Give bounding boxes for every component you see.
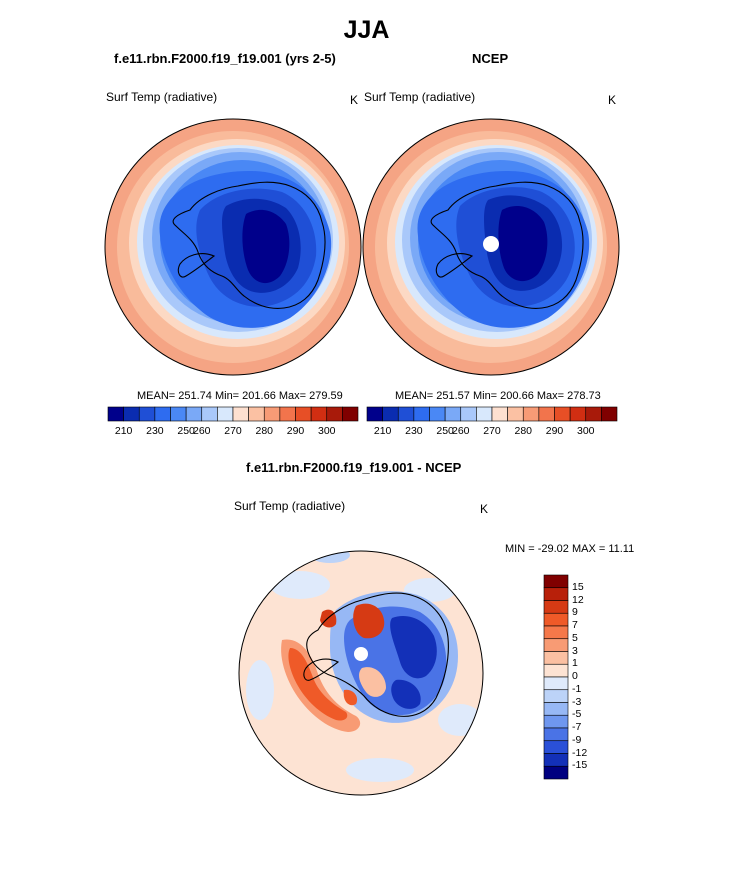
model-colorbar-swatch	[342, 406, 359, 422]
model-variable-label: Surf Temp (radiative)	[106, 90, 218, 104]
obs-colorbar-tick-label: 250	[436, 425, 454, 437]
diff-colorbar-tick-label: -15	[572, 759, 588, 772]
diff-colorbar-tick-label: -3	[572, 695, 582, 708]
diff-colorbar-swatch	[543, 702, 569, 716]
diff-colorbar-swatch	[543, 651, 569, 665]
model-colorbar-tick-label: 280	[255, 425, 274, 437]
diff-colorbar	[543, 574, 569, 780]
obs-colorbar	[366, 406, 618, 422]
diff-colorbar-tick-label: -1	[572, 682, 582, 695]
diff-colorbar-swatch	[543, 574, 569, 589]
obs-colorbar-swatch	[601, 406, 618, 422]
diff-minmax: MIN = -29.02 MAX = 11.11	[505, 543, 635, 555]
model-colorbar	[107, 406, 359, 422]
obs-units-label: K	[608, 93, 617, 107]
model-stats: MEAN= 251.74 Min= 201.66 Max= 279.59	[137, 390, 343, 402]
model-colorbar-tick-label: 250	[177, 425, 195, 437]
obs-colorbar-tick-label: 260	[451, 425, 470, 437]
diff-colorbar-swatch	[543, 612, 569, 627]
diff-panel-title: f.e11.rbn.F2000.f19_f19.001 - NCEP	[246, 460, 462, 475]
obs-colorbar-tick-label: 300	[576, 425, 595, 437]
diff-temperature-field	[239, 551, 483, 795]
diff-colorbar-swatch	[543, 625, 569, 640]
diff-colorbar-swatch	[543, 587, 569, 601]
diff-colorbar-swatch	[543, 714, 569, 729]
obs-colorbar-tick-label: 280	[514, 425, 533, 437]
model-colorbar-tick-label: 270	[224, 425, 242, 437]
diff-colorbar-tick-label: -9	[572, 733, 582, 746]
model-colorbar-tick-label: 290	[286, 425, 305, 437]
diff-units-label: K	[480, 502, 489, 516]
diff-colorbar-swatch	[543, 600, 569, 614]
pole-mask-diff	[354, 647, 368, 661]
diff-colorbar-tick-label: 15	[572, 580, 584, 593]
diff-colorbar-tick-label: 12	[572, 593, 584, 606]
pole-mask-obs	[483, 236, 499, 252]
diff-colorbar-tick-label: 0	[572, 670, 578, 682]
diff-colorbar-swatch	[543, 740, 569, 754]
model-temperature-field	[105, 119, 361, 375]
diff-colorbar-swatch	[543, 753, 569, 767]
diff-colorbar-tick-label: -5	[572, 708, 582, 721]
obs-panel-title: NCEP	[472, 51, 509, 66]
obs-variable-label: Surf Temp (radiative)	[364, 90, 476, 104]
diff-colorbar-tick-label: -7	[572, 721, 582, 733]
diff-colorbar-tick-label: 1	[572, 657, 578, 670]
obs-colorbar-tick-label: 210	[373, 425, 392, 437]
model-colorbar-tick-label: 230	[146, 425, 164, 437]
diff-colorbar-swatch	[543, 765, 569, 780]
diff-colorbar-swatch	[543, 689, 569, 703]
diff-colorbar-tick-label: 7	[572, 619, 578, 631]
obs-colorbar-tick-label: 270	[483, 425, 501, 437]
model-colorbar-tick-label: 300	[317, 425, 336, 437]
obs-colorbar-tick-label: 230	[405, 425, 423, 437]
obs-colorbar-tick-label: 290	[545, 425, 564, 437]
diff-colorbar-tick-label: 9	[572, 606, 578, 619]
model-panel-title: f.e11.rbn.F2000.f19_f19.001 (yrs 2-5)	[114, 51, 336, 66]
model-colorbar-tick-label: 210	[114, 425, 133, 437]
obs-stats: MEAN= 251.57 Min= 200.66 Max= 278.73	[395, 390, 601, 402]
diff-colorbar-swatch	[543, 638, 569, 652]
diff-variable-label: Surf Temp (radiative)	[234, 499, 346, 513]
diff-colorbar-tick-label: 3	[572, 644, 578, 657]
model-units-label: K	[350, 93, 359, 107]
figure-title: JJA	[343, 16, 390, 44]
model-colorbar-tick-label: 260	[192, 425, 211, 437]
diff-colorbar-swatch	[543, 676, 569, 691]
diff-colorbar-swatch	[543, 727, 569, 742]
diff-colorbar-tick-label: 5	[572, 631, 578, 644]
diff-colorbar-tick-label: -12	[572, 746, 588, 759]
diff-colorbar-swatch	[543, 663, 569, 678]
